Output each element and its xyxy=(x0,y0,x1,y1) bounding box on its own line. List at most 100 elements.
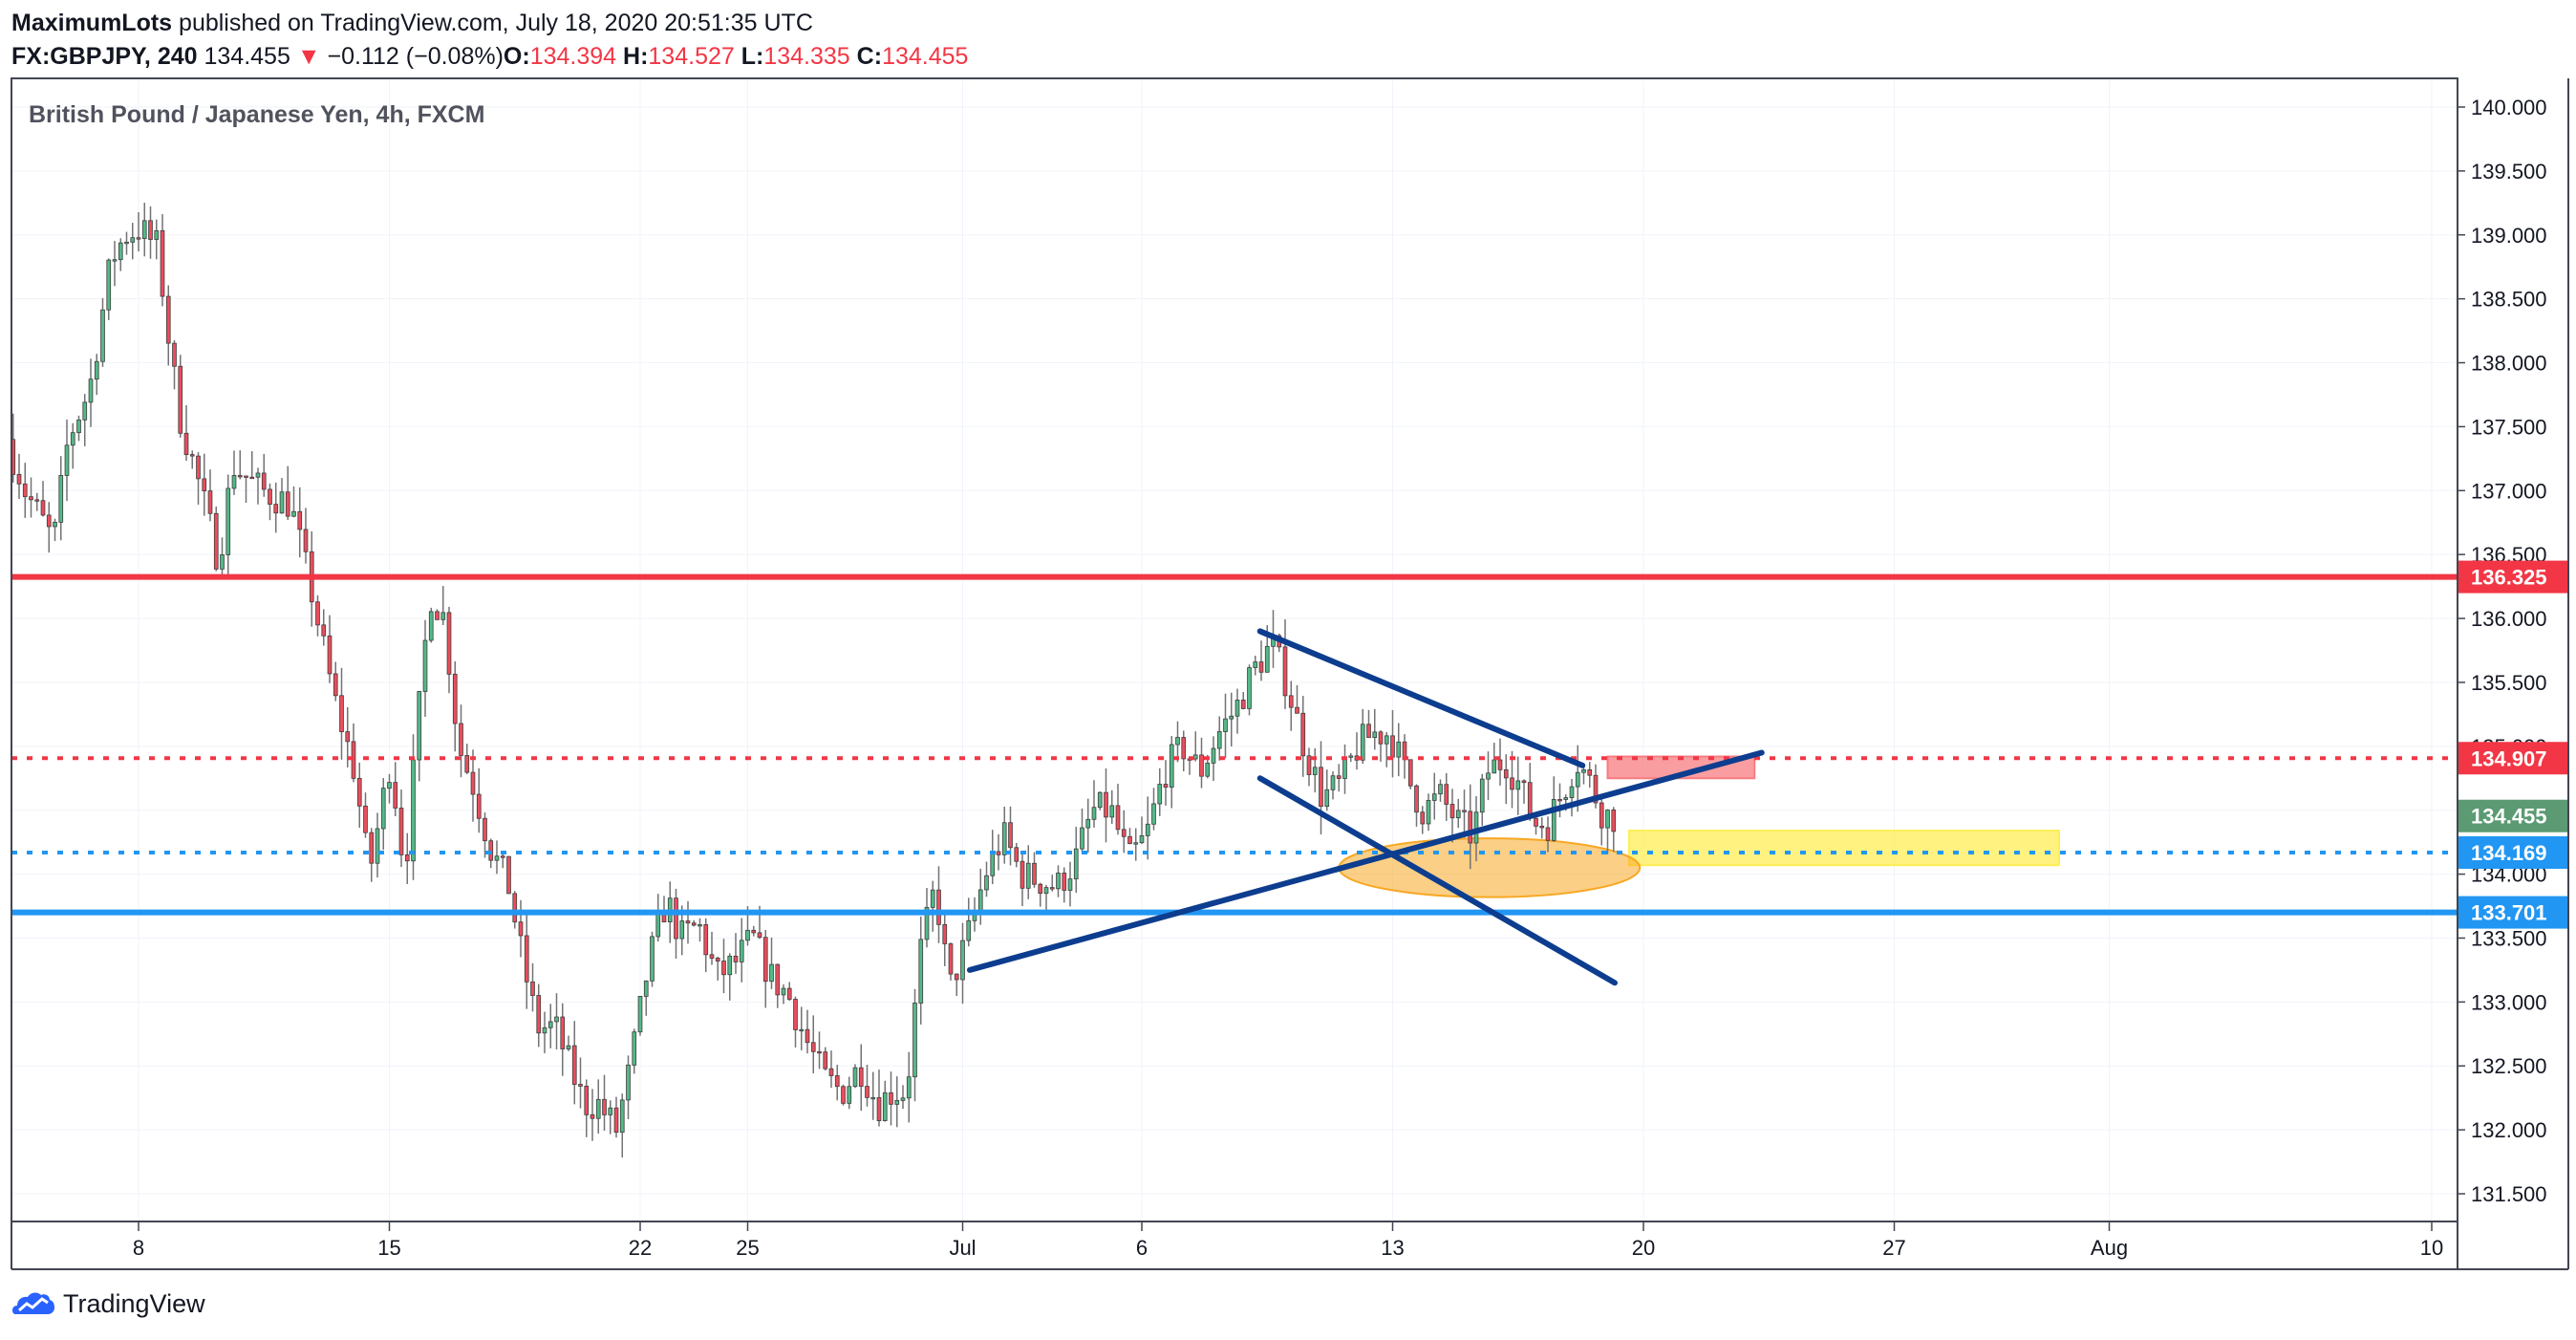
candle-body xyxy=(1468,810,1473,844)
candle-body xyxy=(1199,754,1204,777)
candle-body xyxy=(393,782,398,809)
candle-body xyxy=(220,554,225,570)
drawing-zones xyxy=(1338,755,2060,898)
author-name[interactable]: MaximumLots xyxy=(11,10,173,36)
last-price-text: 134.455 xyxy=(204,43,290,70)
candle-body xyxy=(1312,767,1318,775)
candle-body xyxy=(542,1027,547,1034)
candle-body xyxy=(852,1067,858,1088)
candle-body xyxy=(858,1067,864,1087)
candle-body xyxy=(369,832,375,864)
price-tick-label: 135.500 xyxy=(2471,671,2547,695)
candle-body xyxy=(483,817,487,842)
candle-body xyxy=(500,855,505,858)
price-tick-label: 136.000 xyxy=(2471,607,2547,631)
price-tick-label: 131.500 xyxy=(2471,1182,2547,1206)
candle-body xyxy=(1258,661,1264,673)
candle-body xyxy=(1438,784,1443,795)
candle-body xyxy=(1342,756,1347,779)
close-label: C: xyxy=(856,43,883,70)
candle-body xyxy=(112,259,118,262)
candle-body xyxy=(268,488,272,505)
candle-body xyxy=(1253,661,1258,668)
open-value: 134.394 xyxy=(529,43,617,70)
candle-body xyxy=(1234,700,1240,717)
candle-body xyxy=(46,514,52,528)
price-tick-label: 133.000 xyxy=(2471,990,2547,1014)
horizontal-levels xyxy=(11,573,2458,916)
candle-body xyxy=(882,1091,888,1121)
time-axis[interactable]: 8 15 22 25 Jul 6 13 20 27 Aug 10 xyxy=(133,1221,2443,1260)
trendline xyxy=(1256,628,1586,768)
candle-body xyxy=(1431,793,1437,801)
candle-body xyxy=(721,961,726,976)
candle-body xyxy=(834,1075,840,1088)
candle-body xyxy=(703,924,709,956)
price-axis[interactable]: 131.500132.000132.500133.000133.500134.0… xyxy=(2458,96,2547,1206)
candle-body xyxy=(189,454,195,457)
tradingview-footer[interactable]: TradingView xyxy=(11,1285,205,1323)
candle-body xyxy=(398,808,404,855)
candle-body xyxy=(1527,782,1533,819)
time-tick-label: Aug xyxy=(2091,1236,2128,1260)
tradingview-logo-icon xyxy=(12,1292,54,1314)
candle-body xyxy=(894,1099,900,1105)
candle-body xyxy=(1515,780,1521,790)
candle-body xyxy=(1205,762,1211,777)
candle-body xyxy=(715,958,720,962)
candle-body xyxy=(1420,811,1426,825)
price-badge xyxy=(2458,896,2567,929)
candle-body xyxy=(273,504,279,514)
price-tick-label: 138.500 xyxy=(2471,288,2547,312)
candle-body xyxy=(387,782,392,789)
candle-body xyxy=(244,475,248,478)
candle-body xyxy=(1295,706,1299,714)
candle-body xyxy=(404,854,410,862)
candle-body xyxy=(650,936,655,982)
candle-body xyxy=(106,259,112,311)
candle-body xyxy=(1282,646,1288,697)
candle-body xyxy=(172,342,177,367)
candle-body xyxy=(733,955,739,962)
price-badge-label: 134.907 xyxy=(2471,746,2547,770)
low-value: 134.335 xyxy=(763,43,850,70)
candle-body xyxy=(160,229,165,297)
candle-body xyxy=(757,932,762,939)
candle-body xyxy=(1492,759,1497,774)
candle-body xyxy=(626,1064,631,1101)
price-badge-label: 134.169 xyxy=(2471,841,2547,865)
candle-body xyxy=(345,731,351,743)
candle-body xyxy=(202,478,207,492)
candle-body xyxy=(1175,737,1180,746)
candle-body xyxy=(1569,786,1575,799)
candle-body xyxy=(870,1096,876,1100)
candle-body xyxy=(912,1003,917,1078)
candle-body xyxy=(1014,847,1020,862)
candle-body xyxy=(165,295,171,344)
price-badge xyxy=(2458,799,2567,832)
candle-body xyxy=(303,529,309,552)
open-label: O: xyxy=(503,43,530,70)
candle-body xyxy=(960,940,965,981)
candle-body xyxy=(356,777,362,807)
time-tick-label: 6 xyxy=(1136,1236,1148,1260)
candle-body xyxy=(183,432,189,455)
tradingview-brand: TradingView xyxy=(63,1289,205,1318)
candle-body xyxy=(691,922,697,926)
candle-body xyxy=(1479,778,1485,813)
candle-body xyxy=(643,980,649,997)
candle-body xyxy=(977,889,983,911)
candle-body xyxy=(1473,811,1479,844)
candle-body xyxy=(865,1086,869,1098)
candle-body xyxy=(64,444,70,476)
candle-body xyxy=(446,612,452,675)
candle-body xyxy=(745,929,750,941)
price-badge xyxy=(2458,560,2567,594)
candle-body xyxy=(321,624,327,637)
candle-body xyxy=(40,500,46,516)
publish-header: MaximumLots published on TradingView.com… xyxy=(11,6,813,40)
price-badge xyxy=(2458,835,2567,869)
candle-body xyxy=(679,920,685,940)
candle-body xyxy=(775,963,781,996)
